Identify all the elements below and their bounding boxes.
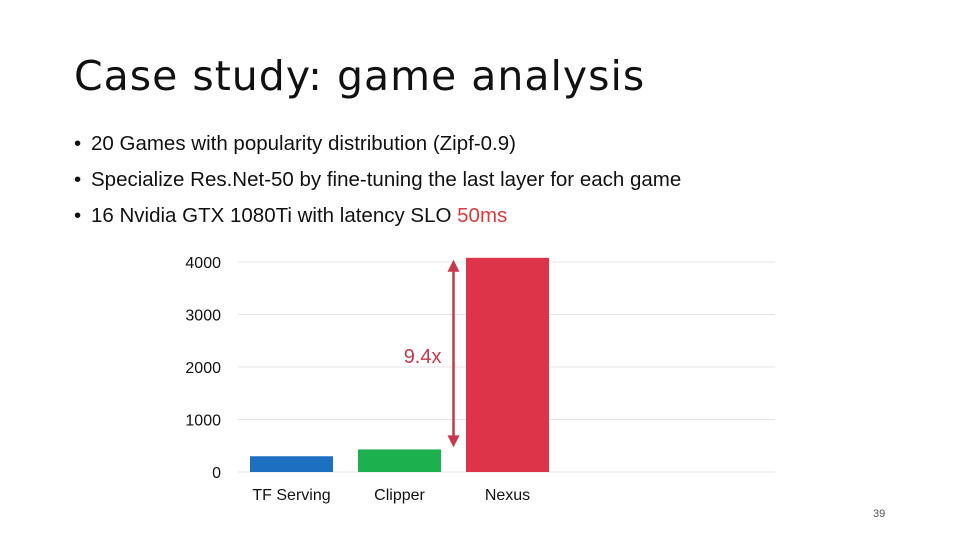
y-tick-label: 4000 [185,255,221,272]
bullet-item: • 20 Games with popularity distribution (… [74,126,681,162]
bar-tf-serving [250,456,333,472]
bullet-item: • 16 Nvidia GTX 1080Ti with latency SLO 5… [74,198,681,234]
x-tick-label: Nexus [485,487,530,504]
bullet-text: Specialize Res.Net-50 by fine-tuning the… [91,168,682,191]
y-tick-label: 1000 [185,413,221,430]
bullet-list: • 20 Games with popularity distribution (… [74,126,681,234]
bullet-text: 20 Games with popularity distribution (Z… [91,132,516,155]
bar-nexus [466,257,549,472]
y-tick-label: 3000 [185,308,221,325]
bullet-item: • Specialize Res.Net-50 by fine-tuning th… [74,162,681,198]
bar-clipper [358,449,441,472]
x-tick-label: Clipper [374,487,425,504]
bullet-dot: • [74,132,82,155]
slo-highlight: 50ms [457,204,508,227]
y-tick-label: 2000 [185,360,221,377]
ratio-annotation: 9.4x [404,346,442,368]
ratio-arrow-head-up [447,259,460,272]
y-tick-label: 0 [212,465,221,482]
bullet-text: 16 Nvidia GTX 1080Ti with latency SLO [91,204,458,227]
slide-title: Case study: game analysis [74,52,646,100]
ratio-arrow-head-down [447,435,460,448]
x-tick-label: TF Serving [252,487,330,504]
bullet-dot: • [74,204,82,227]
bullet-dot: • [74,168,82,191]
slide-number: 39 [873,508,886,520]
